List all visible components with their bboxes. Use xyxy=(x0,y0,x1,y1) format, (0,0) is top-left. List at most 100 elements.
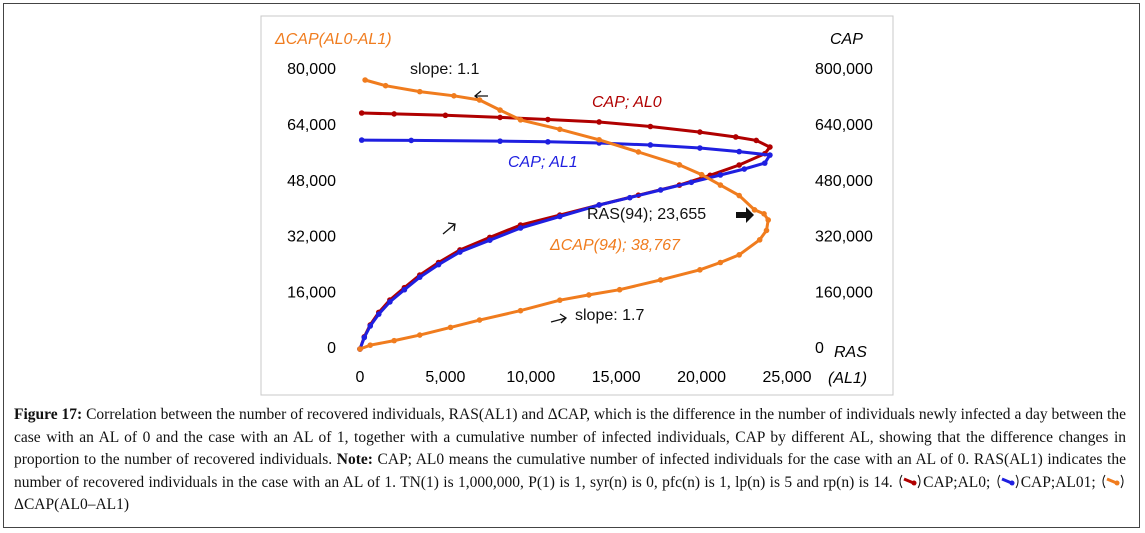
caption-label: Figure 17: xyxy=(14,406,83,423)
data-point xyxy=(497,114,503,121)
data-point xyxy=(476,97,483,103)
data-point xyxy=(517,225,524,231)
data-point xyxy=(717,259,724,266)
data-point xyxy=(657,277,664,283)
data-point xyxy=(732,134,739,140)
y-tick-label: 0 xyxy=(327,340,336,357)
y-tick-label: 16,000 xyxy=(287,284,336,301)
legend-icon xyxy=(1102,474,1124,488)
data-point xyxy=(517,307,524,314)
annotation: slope: 1.7 xyxy=(575,307,644,324)
arrow xyxy=(442,222,456,235)
data-point xyxy=(765,217,772,223)
data-point xyxy=(375,311,382,317)
x-tick-label: 15,000 xyxy=(592,369,641,386)
data-point xyxy=(697,129,703,135)
data-point xyxy=(736,192,742,199)
data-point xyxy=(476,317,483,323)
data-point xyxy=(362,77,368,83)
data-point xyxy=(697,267,703,273)
data-point xyxy=(391,337,397,344)
caption: Figure 17: Correlation between the numbe… xyxy=(14,404,1126,517)
data-point xyxy=(761,211,767,217)
data-point xyxy=(557,297,563,303)
annotation: RAS(94); 23,655 xyxy=(587,206,706,223)
data-point xyxy=(487,237,493,243)
y-tick-label: 32,000 xyxy=(287,229,336,246)
data-point xyxy=(756,237,763,243)
y2-tick-label: 800,000 xyxy=(815,61,873,78)
arrow xyxy=(550,313,568,324)
y2-tick-label: 0 xyxy=(815,340,824,357)
legend-label: ΔCAP(AL0–AL1) xyxy=(14,496,130,513)
data-point xyxy=(367,323,374,329)
data-point xyxy=(357,346,363,352)
note-label: Note: xyxy=(336,451,373,468)
data-point xyxy=(387,299,393,305)
legend-label: CAP;AL0; xyxy=(923,473,991,491)
data-point xyxy=(736,148,742,155)
annotation: CAP; AL0 xyxy=(592,94,662,111)
chart-border xyxy=(260,15,894,396)
annotation: slope: 1.1 xyxy=(410,61,479,78)
data-point xyxy=(557,213,563,220)
data-point xyxy=(391,111,397,117)
y2-tick-label: 480,000 xyxy=(815,173,873,190)
data-point xyxy=(763,227,770,234)
arrow xyxy=(736,207,754,223)
data-point xyxy=(767,152,773,158)
y2-axis-title: CAP xyxy=(830,31,863,48)
data-point xyxy=(635,149,642,155)
data-point xyxy=(451,93,457,99)
data-point xyxy=(416,274,423,280)
data-point xyxy=(647,123,654,130)
data-point xyxy=(545,116,551,123)
data-point xyxy=(367,342,374,348)
annotation: ΔCAP(94); 38,767 xyxy=(549,237,681,254)
y2-tick-label: 160,000 xyxy=(815,284,873,301)
data-point xyxy=(717,182,724,188)
data-point xyxy=(382,82,389,89)
data-point xyxy=(761,160,768,166)
x-axis-title: RAS xyxy=(834,344,867,361)
series-line xyxy=(358,138,773,350)
data-point xyxy=(616,286,623,293)
data-point xyxy=(442,112,449,119)
x-tick-label: 20,000 xyxy=(677,369,726,386)
y-tick-label: 80,000 xyxy=(287,61,336,78)
data-point xyxy=(647,142,654,148)
data-point xyxy=(435,261,442,268)
y-tick-label: 48,000 xyxy=(287,173,336,190)
data-point xyxy=(447,324,454,331)
x-tick-label: 10,000 xyxy=(506,369,555,386)
data-point xyxy=(497,138,503,144)
data-point xyxy=(751,207,758,213)
data-point xyxy=(657,187,664,193)
y2-tick-label: 640,000 xyxy=(815,117,873,134)
data-point xyxy=(457,249,463,255)
data-point xyxy=(401,286,408,293)
data-point xyxy=(596,136,602,143)
data-point xyxy=(676,162,683,168)
caption-text: Correlation between the number of recove… xyxy=(14,406,1126,468)
data-point xyxy=(741,166,748,172)
note-text: CAP; AL0 means the cumulative number of … xyxy=(14,451,1126,491)
y-axis-title: ΔCAP(AL0-AL1) xyxy=(274,31,392,48)
data-point xyxy=(596,119,602,125)
data-point xyxy=(717,172,724,178)
legend-label: CAP;AL01; xyxy=(1020,473,1096,491)
data-point xyxy=(596,202,602,208)
data-point xyxy=(698,171,705,178)
legend: CAP;AL0; CAP;AL01; ΔCAP(AL0–AL1) xyxy=(14,473,1126,513)
y2-tick-label: 320,000 xyxy=(815,229,873,246)
data-point xyxy=(736,252,742,258)
data-point xyxy=(545,139,551,145)
data-point xyxy=(753,137,760,144)
data-point xyxy=(416,332,423,338)
x-tick-label: 25,000 xyxy=(763,369,812,386)
chart: ΔCAP(AL0-AL1) CAP RAS (AL1) 0 5,000 10,000… xyxy=(260,15,894,396)
data-point xyxy=(688,179,695,186)
x-tick-label: 0 xyxy=(356,369,365,386)
x-axis-title: (AL1) xyxy=(828,370,867,387)
legend-icon xyxy=(997,474,1019,488)
